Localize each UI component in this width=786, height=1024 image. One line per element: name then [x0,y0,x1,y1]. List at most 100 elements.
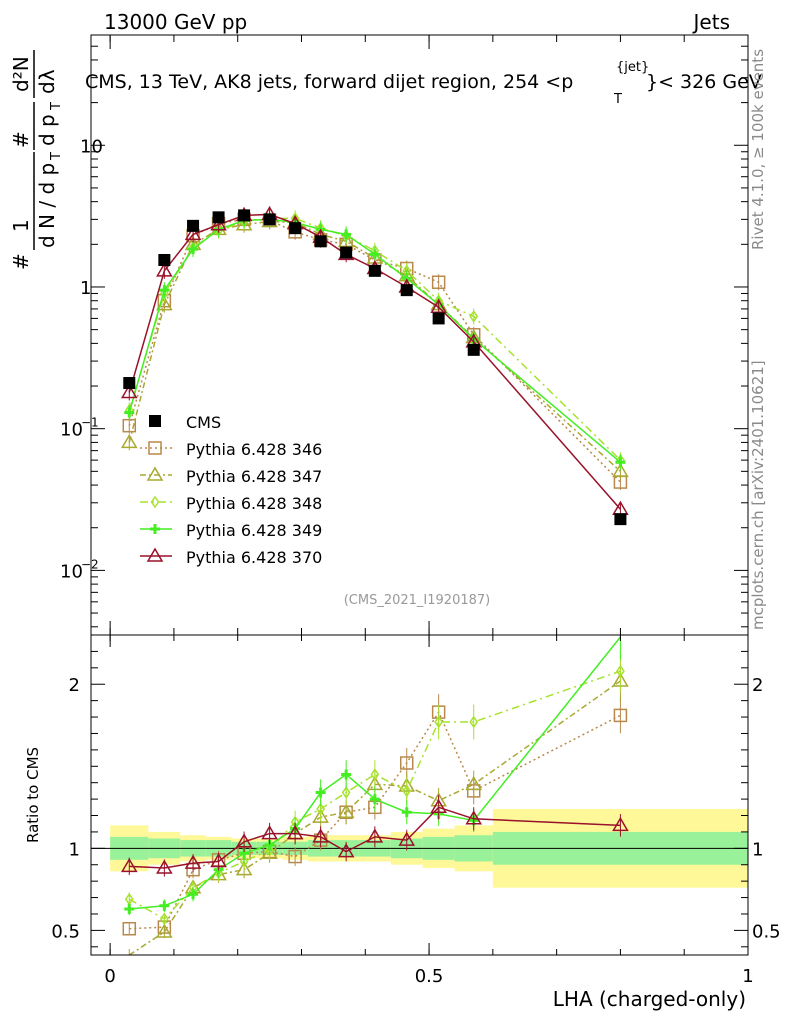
legend-marker [149,415,161,427]
legend-marker [146,547,164,562]
ratio-0-point [399,756,414,770]
series-1-point [235,216,253,231]
ratio-4-point [465,810,483,825]
series-3-point [188,244,199,255]
series-3-point [341,229,352,240]
ratio-1-point [312,808,329,823]
series-2-point [469,310,479,323]
cms-data-point [340,246,353,259]
x-tick-label: 1 [742,966,753,987]
cms-data-point [314,235,327,248]
series-line-1 [128,220,621,472]
ratio-line-0 [129,710,621,930]
ratio-4-point [120,857,138,873]
series-4-point [210,216,227,231]
ratio-3-point [159,900,170,911]
series-0-point [431,275,446,289]
ratio-1-point [156,923,173,938]
title-sup: {jet} [616,60,649,75]
legend-label: Pythia 6.428 370 [186,548,322,567]
legend-marker [150,524,160,534]
x-axis-label: LHA (charged-only) [553,987,746,1011]
series-line-2 [128,217,621,461]
ratio-frame [90,634,749,956]
ratio-0-point [288,849,302,864]
cms-data-point [400,284,413,297]
ratio-2-point [370,768,380,781]
ratio-2-point [402,784,412,798]
ratio-3-point [188,889,199,900]
title-main: CMS, 13 TeV, AK8 jets, forward dijet reg… [85,71,573,93]
legend-label: Pythia 6.428 347 [186,467,322,486]
ratio-tick-label: 0.5 [51,921,80,942]
y-tick-label: 10 [60,420,83,441]
ylabel-d2n: d²N [9,56,33,92]
ratio-4-point [156,859,173,874]
ratio-0-point [613,708,628,723]
x-tick-label: 0 [104,966,115,987]
ratio-4-point [235,833,253,848]
series-1-point [612,462,629,478]
ratio-tick-label: 1 [69,839,80,860]
ratio-plot-marks [120,636,629,956]
ratio-3-point [401,807,412,818]
ratio-0-point [122,921,137,936]
ylabel-dp: d p [35,114,59,146]
series-line-3 [128,218,621,463]
series-3-point [615,457,626,468]
ratio-2-point [469,715,479,729]
legend-label: Pythia 6.428 349 [186,521,322,540]
cms-data-point [368,264,381,277]
ratio-2-point [434,715,444,729]
cms-data-point [432,312,445,325]
legend-label: Pythia 6.428 346 [186,440,322,459]
ratio-1-point [465,775,483,791]
series-3-point [159,285,170,296]
legend-label: CMS [186,413,221,432]
cms-data-point [158,254,171,267]
cms-data-point [467,343,480,356]
series-4-point [430,298,447,313]
main-plot-marks [120,205,629,526]
cms-data-point [614,513,627,526]
x-tick-label: 0.5 [415,966,444,987]
ratio-3-point [315,787,326,798]
y-axis-label: # 1 d N / d p T # d p T d²N dλ [9,50,64,270]
ratio-1-point [235,861,253,876]
ratio-4-point [398,831,416,846]
ratio-2-point [239,855,249,868]
ratio-3-point [341,769,352,780]
ratio-3-point [369,794,380,805]
series-4-point [120,384,138,399]
energy-label: 13000 GeV pp [104,10,247,34]
ylabel-t2: T [49,102,64,111]
legend-marker [150,495,160,509]
title-sub: T [613,92,622,107]
cms-data-point [123,377,136,390]
cms-data-point [212,211,225,224]
series-2-point [159,287,169,300]
ratio-tick-label-right: 2 [752,675,763,696]
legend-label: Pythia 6.428 348 [186,494,322,513]
legend-marker [146,466,164,481]
ratio-4-point [261,825,278,840]
series-1-point [120,433,138,449]
ylabel-dn: d N / d p [35,163,59,248]
ratio-2-point [159,912,169,926]
main-frame [90,34,749,636]
series-4-point [156,262,173,277]
ratio-2-point [341,786,351,799]
ylabel-t1: T [49,152,64,161]
ylabel-hash2: # [9,131,33,148]
analysis-watermark: (CMS_2021_I1920187) [344,593,491,608]
legend: CMS Pythia 6.428 346 Pythia 6.428 347 Pythi… [140,413,322,567]
plot-title: CMS, 13 TeV, AK8 jets, forward dijet reg… [85,60,762,107]
cms-data-point [238,209,251,222]
ratio-line-2 [128,670,621,920]
ylabel-dl: dλ [35,69,59,94]
series-3-point [124,407,135,418]
y-tick-exponent: −1 [81,416,99,430]
ratio-4-point [312,828,329,843]
series-4-point [184,225,202,241]
